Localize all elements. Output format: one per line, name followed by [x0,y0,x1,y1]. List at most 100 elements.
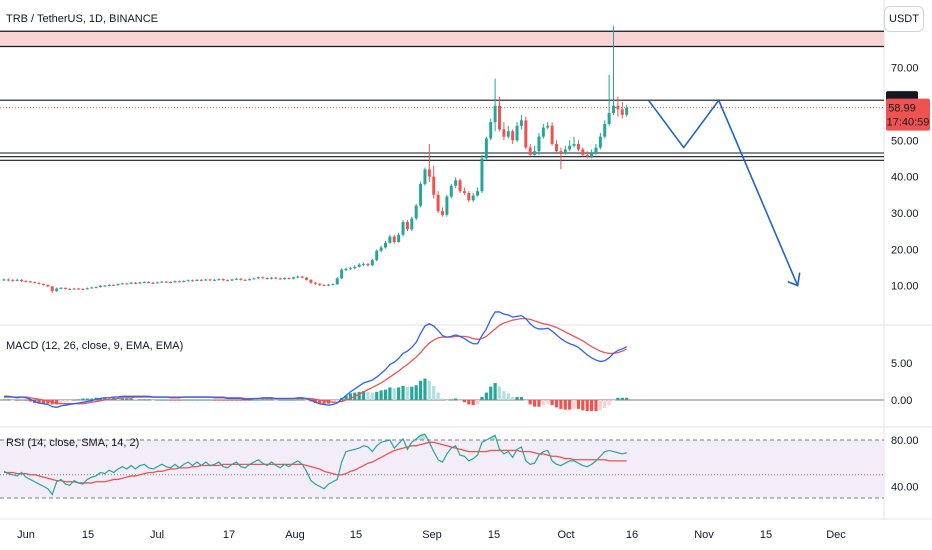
candle-body [77,288,81,290]
candle-body [186,280,190,282]
macd-histogram-bar [309,400,313,402]
candle-body [519,120,523,126]
candle-body [326,284,330,286]
candle-body [366,263,370,266]
candle-body [357,264,361,267]
macd-signal-line [4,317,627,405]
candle-body [401,222,405,235]
price-axis-tick: 20.00 [891,244,919,256]
candle-body [59,287,63,289]
macd-histogram-bar [300,399,304,400]
macd-histogram-bar [497,386,502,400]
candle-body [498,105,502,130]
macd-histogram-bar [164,400,168,401]
candle-body [445,196,449,215]
candle-countdown: 17:40:59 [887,117,930,129]
candle-body [164,281,168,283]
macd-histogram-bar [445,400,449,401]
candle-body [533,151,537,155]
macd-histogram-bar [563,400,567,410]
currency-unit-button[interactable]: USDT [884,6,924,32]
macd-histogram-bar [594,400,598,412]
candle-body [511,131,515,141]
candle-body [98,285,102,288]
macd-histogram-bar [484,392,488,400]
macd-histogram-bar [103,397,107,400]
macd-histogram-bar [436,392,440,400]
candle-body [129,282,133,284]
macd-histogram-bar [405,386,410,400]
candle-body [283,278,287,280]
candle-body [458,180,462,192]
macd-histogram-bar [278,400,282,401]
candle-body [585,154,589,157]
macd-histogram-bar [155,400,160,401]
candle-body [568,145,572,150]
candle-body [502,129,506,137]
candle-body [50,286,54,292]
candle-body [212,279,216,281]
rsi-overbought-fill [416,434,425,440]
price-axis-tick: 50.00 [891,135,919,147]
candle-body [467,192,471,201]
candle-body [375,250,379,261]
candle-body [20,279,24,281]
macd-histogram-bar [212,400,217,401]
macd-axis-tick: 0.00 [891,395,912,407]
candle-body [427,169,431,177]
macd-histogram-bar [274,400,278,401]
macd-histogram-bar [186,400,190,401]
last-price-label: 58.99 [888,103,916,115]
macd-histogram-bar [28,400,32,402]
macd-histogram-bar [142,399,146,400]
candle-body [24,280,28,282]
candle-body [2,279,6,281]
macd-histogram-bar [528,400,532,405]
candle-body [506,131,510,137]
macd-histogram-bar [502,391,506,400]
candle-body [300,276,304,278]
candle-body [515,125,519,141]
time-axis-tick: 17 [223,529,235,541]
candle-body [55,288,59,292]
time-axis-tick: Nov [694,529,714,541]
candle-body [208,279,212,281]
macd-histogram-bar [576,400,581,409]
candle-body [432,176,436,195]
candle-body [182,280,186,283]
price-axis-tick: 10.00 [891,281,919,293]
macd-histogram-bar [190,400,195,401]
candle-body [537,136,541,152]
macd-histogram-bar [217,400,221,401]
candle-body [572,143,576,146]
macd-histogram-bar [532,400,537,407]
candle-body [594,147,598,154]
candle-body [419,183,423,206]
projection-arrowhead [787,272,801,287]
macd-histogram-bar [90,398,94,400]
time-axis-tick: Jun [17,529,35,541]
candle-body [489,122,493,139]
candle-body [541,127,545,137]
candle-body [28,281,32,283]
macd-histogram-bar [348,393,353,400]
macd-histogram-bar [46,400,50,404]
candle-body [454,180,458,186]
candle-body [383,242,387,248]
macd-histogram-bar [199,400,203,401]
candle-body [239,278,243,280]
candle-body [563,149,567,154]
macd-histogram-bar [177,400,181,401]
candle-body [46,284,50,287]
candle-body [598,136,602,148]
price-axis-tick: 40.00 [891,172,919,184]
candle-body [230,279,234,281]
candle-body [112,284,116,286]
macd-line [4,311,627,409]
macd-histogram-bar [454,398,458,400]
candle-body [423,169,427,184]
macd-histogram-bar [81,398,85,400]
candle-body [410,218,414,230]
macd-histogram-bar [423,378,427,400]
macd-histogram-bar [616,397,620,400]
